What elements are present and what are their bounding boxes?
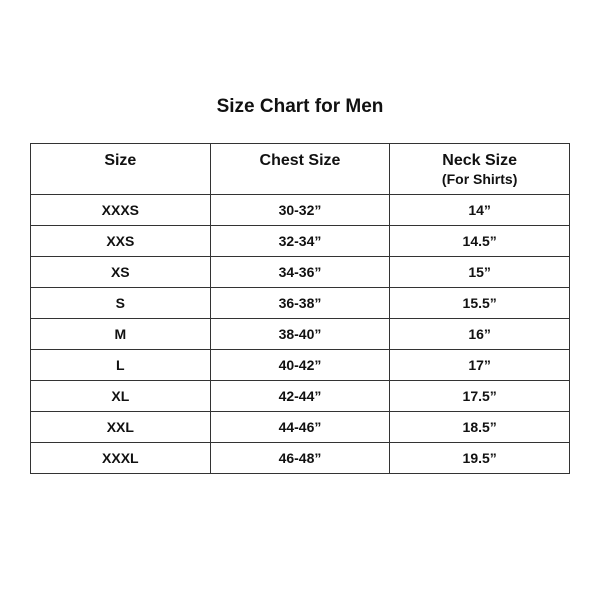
cell-size: XXXL (30, 442, 211, 474)
cell-size: M (30, 318, 211, 350)
cell-neck: 17” (389, 349, 570, 381)
table-row: XS 34-36” 15” (30, 256, 570, 288)
cell-size: S (30, 287, 211, 319)
cell-neck: 14.5” (389, 225, 570, 257)
cell-chest: 32-34” (209, 225, 391, 257)
header-chest-size: Chest Size (209, 143, 391, 195)
cell-chest: 46-48” (209, 442, 391, 474)
table-row: XXXL 46-48” 19.5” (30, 442, 570, 474)
cell-neck: 14” (389, 194, 570, 226)
cell-size: L (30, 349, 211, 381)
cell-neck: 15” (389, 256, 570, 288)
cell-size: XXXS (30, 194, 211, 226)
cell-size: XXL (30, 411, 211, 443)
cell-chest: 34-36” (209, 256, 391, 288)
cell-neck: 16” (389, 318, 570, 350)
cell-size: XL (30, 380, 211, 412)
cell-chest: 30-32” (209, 194, 391, 226)
table-row: XXXS 30-32” 14” (30, 194, 570, 226)
page-title: Size Chart for Men (216, 96, 384, 117)
header-size: Size (30, 143, 211, 195)
cell-chest: 40-42” (209, 349, 391, 381)
cell-neck: 15.5” (389, 287, 570, 319)
header-neck-size: Neck Size (For Shirts) (389, 143, 570, 195)
table-row: XL 42-44” 17.5” (30, 380, 570, 412)
table-row: XXS 32-34” 14.5” (30, 225, 570, 257)
header-row: Size Chest Size Neck Size (For Shirts) (30, 143, 570, 195)
cell-neck: 18.5” (389, 411, 570, 443)
header-neck-label: Neck Size (442, 152, 518, 169)
table-row: S 36-38” 15.5” (30, 287, 570, 319)
cell-size: XXS (30, 225, 211, 257)
cell-chest: 38-40” (209, 318, 391, 350)
cell-chest: 42-44” (209, 380, 391, 412)
table-row: L 40-42” 17” (30, 349, 570, 381)
size-chart-table: Size Chest Size Neck Size (For Shirts) X… (30, 143, 570, 474)
table-row: XXL 44-46” 18.5” (30, 411, 570, 443)
table-row: M 38-40” 16” (30, 318, 570, 350)
cell-neck: 19.5” (389, 442, 570, 474)
cell-neck: 17.5” (389, 380, 570, 412)
cell-chest: 44-46” (209, 411, 391, 443)
header-neck-sublabel: (For Shirts) (441, 171, 518, 187)
cell-size: XS (30, 256, 211, 288)
cell-chest: 36-38” (209, 287, 391, 319)
